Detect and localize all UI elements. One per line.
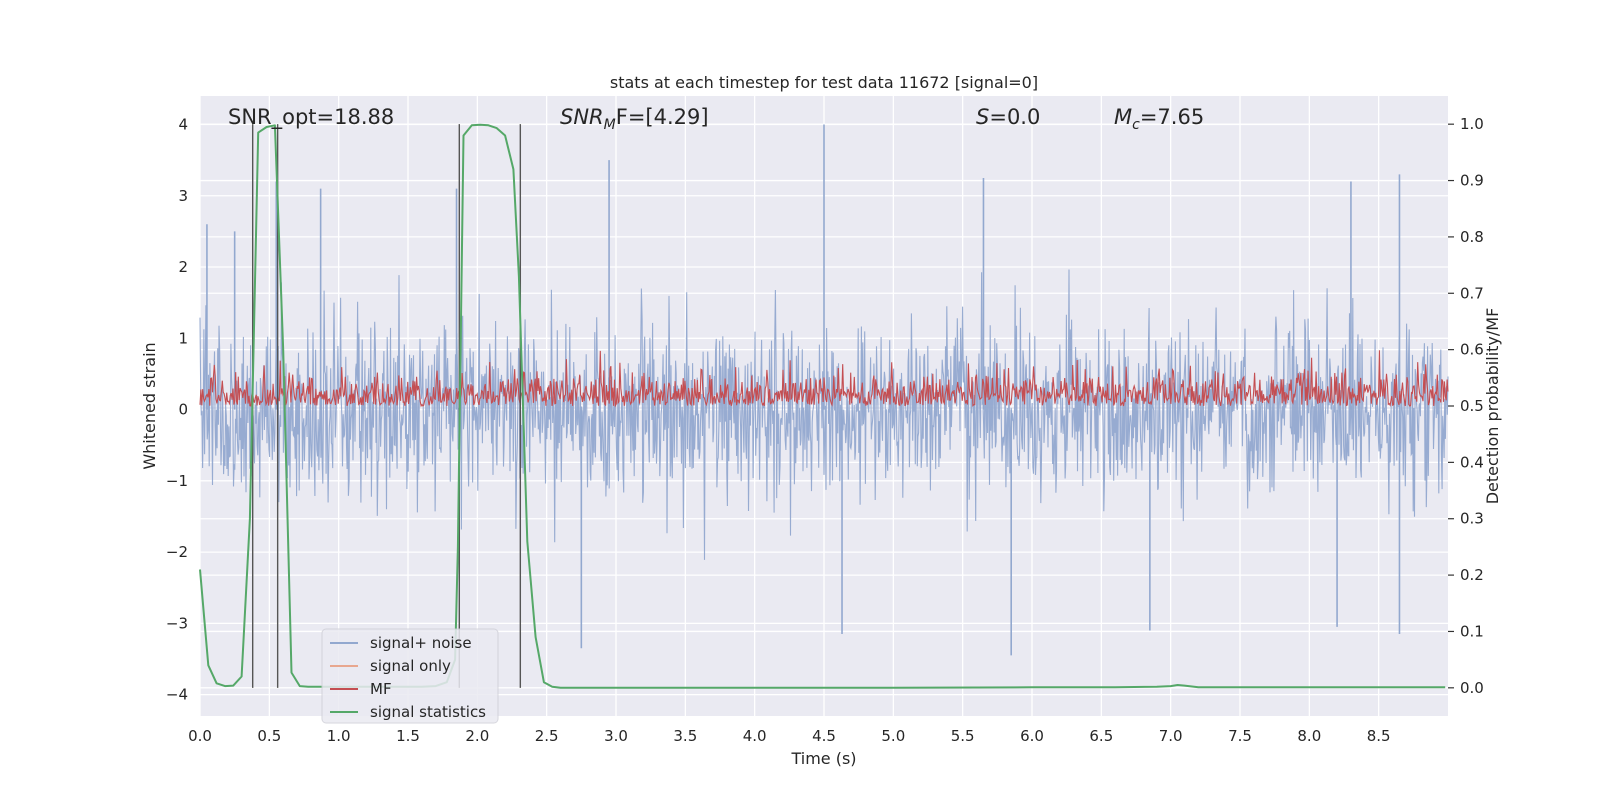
y-tick-label-right: 0.5	[1460, 397, 1484, 415]
x-tick-label: 3.5	[673, 727, 697, 745]
y-axis-label-left: Whitened strain	[140, 342, 159, 469]
y-tick-label-left: 2	[178, 258, 188, 276]
series-signal-statistics	[199, 123, 1446, 689]
x-tick-label: 6.0	[1020, 727, 1044, 745]
y-tick-label-right: 0.7	[1460, 284, 1484, 302]
x-axis-ticks: 0.0 0.5 1.0 1.5 2.0 2.5 3.0 3.5 4.0 4.5 5.0 5.5 6.0 6…	[188, 727, 1391, 745]
annotation-s-value: =0.0	[989, 105, 1040, 129]
x-tick-label: 5.5	[951, 727, 975, 745]
y-tick-label-left: 0	[178, 401, 188, 419]
x-tick-label: 4.5	[812, 727, 836, 745]
y-tick-label-left: −1	[166, 472, 188, 490]
x-tick-label: 0.5	[257, 727, 281, 745]
y-tick-label-right: 0.8	[1460, 228, 1484, 246]
annotation-mc-symbol: M	[1114, 105, 1132, 129]
x-tick-label: 8.0	[1297, 727, 1321, 745]
x-tick-label: 5.0	[881, 727, 905, 745]
legend-label: signal only	[370, 657, 451, 675]
annotation-snr-mf-symbol: SNR	[560, 105, 604, 129]
annotation-s: S=0.0	[976, 105, 1040, 129]
legend-label: signal statistics	[370, 703, 486, 721]
series-mf	[199, 350, 1449, 408]
x-tick-label: 4.0	[743, 727, 767, 745]
plot-content	[199, 124, 1449, 656]
annotation-snr-mf-subscript: M	[604, 117, 616, 133]
annotation-s-symbol: S	[976, 105, 989, 129]
x-tick-label: 2.5	[535, 727, 559, 745]
x-axis-label: Time (s)	[790, 749, 856, 768]
legend-label: signal+ noise	[370, 634, 472, 652]
x-tick-label: 2.0	[465, 727, 489, 745]
y-tick-label-left: −2	[166, 543, 188, 561]
y-tick-label-right: 0.0	[1460, 679, 1484, 697]
annotation-mc-subscript: c	[1132, 117, 1140, 133]
x-tick-label: 6.5	[1089, 727, 1113, 745]
annotation-snr-mf: SNRMF=[4.29]	[560, 105, 709, 133]
y-tick-label-right: 0.1	[1460, 622, 1484, 640]
right-axis-ticks: 1.0 0.9 0.8 0.7 0.6 0.5 0.4 0.3 0.2 0.1 0.0	[1448, 115, 1484, 697]
x-tick-label: 3.0	[604, 727, 628, 745]
x-tick-label: 1.0	[327, 727, 351, 745]
annotation-snr-mf-value: F=[4.29]	[616, 105, 709, 129]
annotation-snr-opt: SNR_opt=18.88	[228, 105, 394, 130]
x-tick-label: 7.0	[1159, 727, 1183, 745]
y-tick-label-right: 1.0	[1460, 115, 1484, 133]
x-tick-label: 7.5	[1228, 727, 1252, 745]
legend-box	[321, 628, 499, 724]
x-tick-label: 1.5	[396, 727, 420, 745]
y-tick-label-right: 0.4	[1460, 453, 1484, 471]
y-tick-label-left: 4	[178, 116, 188, 134]
x-tick-label: 8.5	[1367, 727, 1391, 745]
left-axis-ticks: 4 3 2 1 0 −1 −2 −3 −4	[166, 116, 188, 704]
y-tick-label-left: −4	[166, 686, 188, 704]
legend: signal+ noise signal only MF signal statist…	[321, 628, 499, 724]
legend-label: MF	[370, 680, 392, 698]
x-tick-label: 0.0	[188, 727, 212, 745]
y-tick-label-right: 0.6	[1460, 341, 1484, 359]
y-tick-label-right: 0.9	[1460, 172, 1484, 190]
annotation-mc-value: =7.65	[1140, 105, 1204, 129]
annotation-mc: Mc=7.65	[1114, 105, 1204, 133]
chart-title: stats at each timestep for test data 116…	[610, 73, 1038, 92]
y-tick-label-left: 3	[178, 187, 188, 205]
y-tick-label-left: 1	[178, 329, 188, 347]
y-tick-label-left: −3	[166, 614, 188, 632]
y-tick-label-right: 0.2	[1460, 566, 1484, 584]
y-axis-label-right: Detection probability/MF	[1483, 308, 1502, 505]
y-tick-label-right: 0.3	[1460, 510, 1484, 528]
signal-statistics-group	[199, 123, 1446, 689]
